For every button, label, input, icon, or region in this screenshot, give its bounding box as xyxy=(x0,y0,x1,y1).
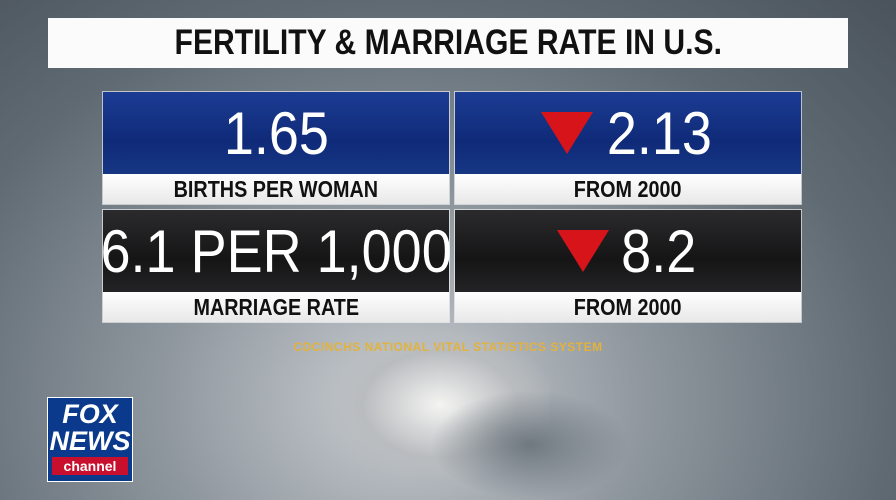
stat-card: 8.2 FROM 2000 xyxy=(455,210,801,322)
logo-text: FOX xyxy=(62,399,118,429)
value-panel: 1.65 xyxy=(103,92,449,174)
label-strip: BIRTHS PER WOMAN xyxy=(103,174,449,204)
stat-card: 6.1 PER 1,000 MARRIAGE RATE xyxy=(100,210,452,322)
value: 6.1 PER 1,000 xyxy=(100,217,452,285)
stat-card: 2.13 FROM 2000 xyxy=(455,92,801,204)
value: 8.2 xyxy=(621,217,697,285)
logo: FOX NEWS channel xyxy=(47,397,133,482)
source: CDC/NCHS NATIONAL VITAL STATISTICS SYSTE… xyxy=(293,340,603,354)
value-panel: 6.1 PER 1,000 xyxy=(100,210,452,292)
value-panel: 2.13 xyxy=(455,92,801,174)
value: 1.65 xyxy=(223,99,329,167)
down-arrow xyxy=(540,112,593,154)
logo-text: channel xyxy=(52,457,128,475)
label: MARRIAGE RATE xyxy=(193,293,359,320)
stat-card: 1.65 BIRTHS PER WOMAN xyxy=(103,92,449,204)
title-bar: FERTILITY & MARRIAGE RATE IN U.S. xyxy=(48,18,848,68)
down-arrow xyxy=(557,230,610,272)
label: FROM 2000 xyxy=(574,293,682,320)
value-panel: 8.2 xyxy=(455,210,801,292)
background-shadow xyxy=(430,390,630,500)
label-strip: FROM 2000 xyxy=(455,292,801,322)
label: FROM 2000 xyxy=(574,175,682,202)
title: FERTILITY & MARRIAGE RATE IN U.S. xyxy=(174,23,722,62)
label-strip: MARRIAGE RATE xyxy=(103,292,449,322)
label: BIRTHS PER WOMAN xyxy=(173,175,379,202)
logo-text: NEWS xyxy=(49,426,131,456)
label-strip: FROM 2000 xyxy=(455,174,801,204)
value: 2.13 xyxy=(606,99,712,167)
